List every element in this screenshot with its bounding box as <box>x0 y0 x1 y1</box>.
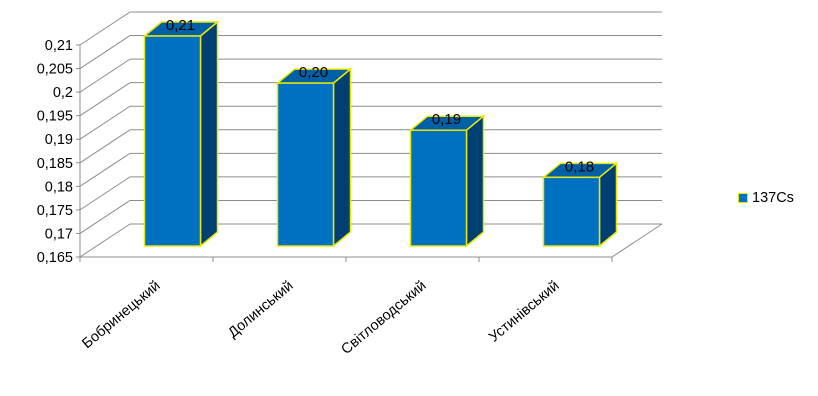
category-label: Долинський <box>225 278 296 341</box>
bars-layer <box>142 20 619 248</box>
legend: 137Cs <box>738 190 794 206</box>
bar <box>142 20 220 248</box>
y-tick-label: 0,21 <box>45 38 73 54</box>
bar <box>275 67 353 248</box>
y-tick-label: 0,175 <box>37 203 73 219</box>
y-tick-label: 0,185 <box>37 156 73 172</box>
bar <box>408 114 486 248</box>
axis-layer: 0,165 0,17 0,175 0,18 0,185 0,19 0,195 0,2 0,205… <box>37 38 663 266</box>
bar-side <box>465 114 485 248</box>
y-tick-label: 0,17 <box>45 226 73 242</box>
category-label: Бобринецький <box>79 278 163 352</box>
y-tick-label: 0,165 <box>37 250 73 266</box>
category-label: Світловодський <box>338 278 429 358</box>
bar-side <box>199 20 219 248</box>
floor-right-edge <box>611 223 663 258</box>
y-tick-label: 0,195 <box>37 109 73 125</box>
y-tick-label: 0,2 <box>53 85 73 101</box>
y-tick-label: 0,19 <box>45 132 73 148</box>
bar-front <box>409 129 468 247</box>
y-tick-label: 0,205 <box>37 62 73 78</box>
bar-side <box>598 161 618 248</box>
bar-front <box>276 82 335 247</box>
side-gridline <box>79 35 131 69</box>
bar-side <box>332 67 352 248</box>
legend-label: 137Cs <box>752 190 794 206</box>
side-gridline <box>79 129 131 164</box>
data-label: 0,18 <box>565 158 594 175</box>
y-tick-label: 0,18 <box>45 179 73 195</box>
side-gridline <box>79 11 131 46</box>
grid-layer <box>79 11 662 258</box>
bar-front <box>143 35 202 247</box>
data-label: 0,19 <box>432 111 461 128</box>
data-label: 0,20 <box>299 64 328 81</box>
data-label: 0,21 <box>166 17 195 34</box>
side-gridline <box>79 105 131 140</box>
category-label: Устинівський <box>486 278 562 346</box>
side-gridline <box>79 58 131 93</box>
side-gridline <box>79 176 131 211</box>
bar-front <box>542 176 601 247</box>
side-gridline <box>79 200 131 234</box>
side-gridline <box>79 223 131 258</box>
side-gridline <box>79 82 131 117</box>
legend-swatch <box>738 193 748 203</box>
side-gridline <box>79 152 131 187</box>
bar <box>541 161 619 248</box>
